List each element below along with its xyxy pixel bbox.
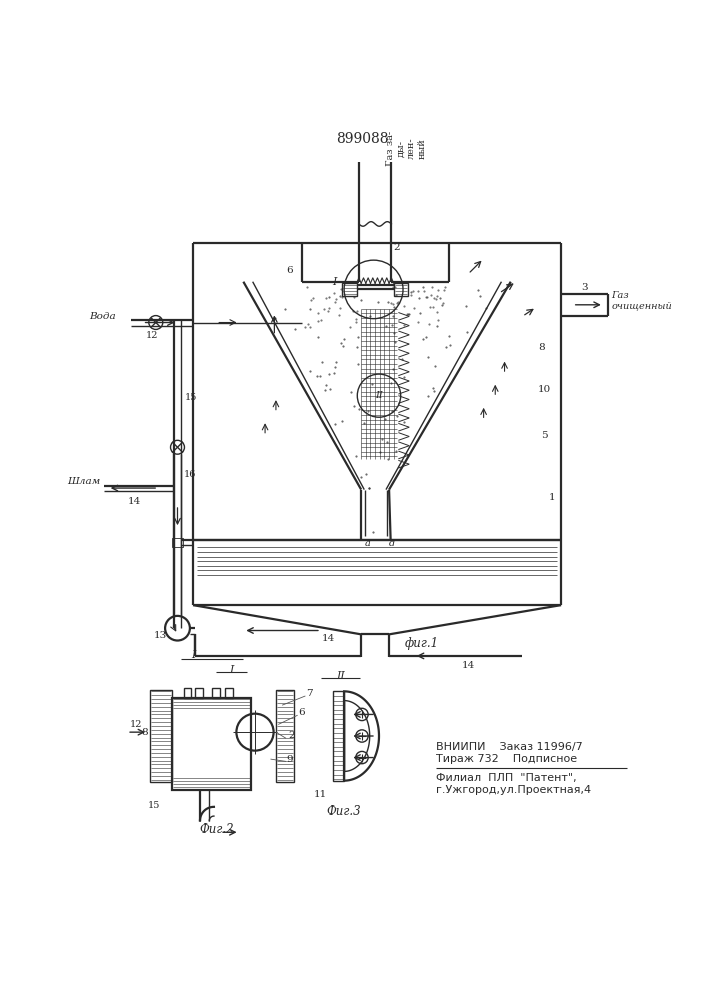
- Text: II: II: [375, 391, 383, 400]
- Text: 1: 1: [549, 493, 555, 502]
- Text: 12: 12: [130, 720, 143, 729]
- Text: 11: 11: [314, 790, 327, 799]
- Text: I: I: [230, 665, 234, 675]
- Text: г.Ужгород,ул.Проектная,4: г.Ужгород,ул.Проектная,4: [436, 785, 591, 795]
- Bar: [341, 283, 356, 296]
- Text: 899088: 899088: [337, 132, 389, 146]
- Text: 13: 13: [154, 631, 167, 640]
- Text: 6: 6: [298, 708, 305, 717]
- Text: II: II: [336, 671, 344, 681]
- Text: 6: 6: [286, 266, 293, 275]
- Text: Газ
очищенный: Газ очищенный: [612, 291, 672, 311]
- Bar: [394, 283, 409, 296]
- Text: Филиал  ПЛП  "Патент",: Филиал ПЛП "Патент",: [436, 773, 576, 783]
- Text: фиг.1: фиг.1: [404, 637, 438, 650]
- Text: 12: 12: [146, 331, 158, 340]
- Bar: [151, 690, 172, 782]
- Bar: [172, 538, 183, 547]
- Bar: [225, 688, 233, 698]
- Text: Газ за-
ды-
лен-
ный: Газ за- ды- лен- ный: [386, 131, 426, 166]
- Text: d: d: [389, 539, 395, 548]
- Text: 3: 3: [581, 283, 588, 292]
- Text: 8: 8: [539, 343, 545, 352]
- Text: Фиг.2: Фиг.2: [199, 823, 233, 836]
- Text: 5: 5: [541, 431, 547, 440]
- Text: Шлам: Шлам: [66, 477, 100, 486]
- Bar: [195, 688, 203, 698]
- Bar: [172, 698, 251, 790]
- Bar: [333, 691, 344, 781]
- Text: 8: 8: [141, 728, 148, 737]
- Text: Фиг.3: Фиг.3: [327, 805, 361, 818]
- Bar: [184, 688, 192, 698]
- Text: 10: 10: [537, 385, 551, 394]
- Text: 2: 2: [288, 732, 295, 740]
- Text: a: a: [364, 539, 370, 548]
- Bar: [212, 688, 220, 698]
- Text: 15: 15: [185, 393, 198, 402]
- Text: 14: 14: [322, 634, 335, 643]
- Text: 16: 16: [184, 470, 196, 479]
- Text: 15: 15: [148, 801, 160, 810]
- Text: Тираж 732    Подписное: Тираж 732 Подписное: [436, 754, 577, 764]
- Text: I: I: [332, 277, 337, 287]
- Text: 14: 14: [128, 497, 141, 506]
- Bar: [276, 690, 293, 782]
- Text: 7: 7: [306, 689, 312, 698]
- Text: 2: 2: [394, 243, 400, 252]
- Text: Вода: Вода: [89, 312, 115, 321]
- Text: 14: 14: [462, 661, 474, 670]
- Text: ВНИИПИ    Заказ 11996/7: ВНИИПИ Заказ 11996/7: [436, 742, 583, 752]
- Text: 9: 9: [286, 755, 293, 764]
- Text: I: I: [191, 650, 195, 660]
